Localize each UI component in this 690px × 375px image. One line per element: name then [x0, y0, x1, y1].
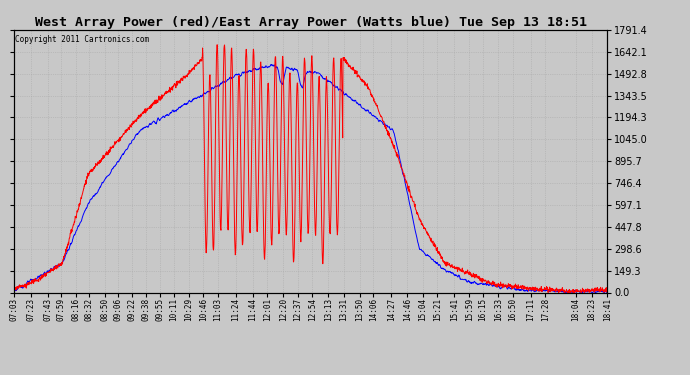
Text: Copyright 2011 Cartronics.com: Copyright 2011 Cartronics.com: [15, 35, 149, 44]
Title: West Array Power (red)/East Array Power (Watts blue) Tue Sep 13 18:51: West Array Power (red)/East Array Power …: [34, 16, 586, 29]
